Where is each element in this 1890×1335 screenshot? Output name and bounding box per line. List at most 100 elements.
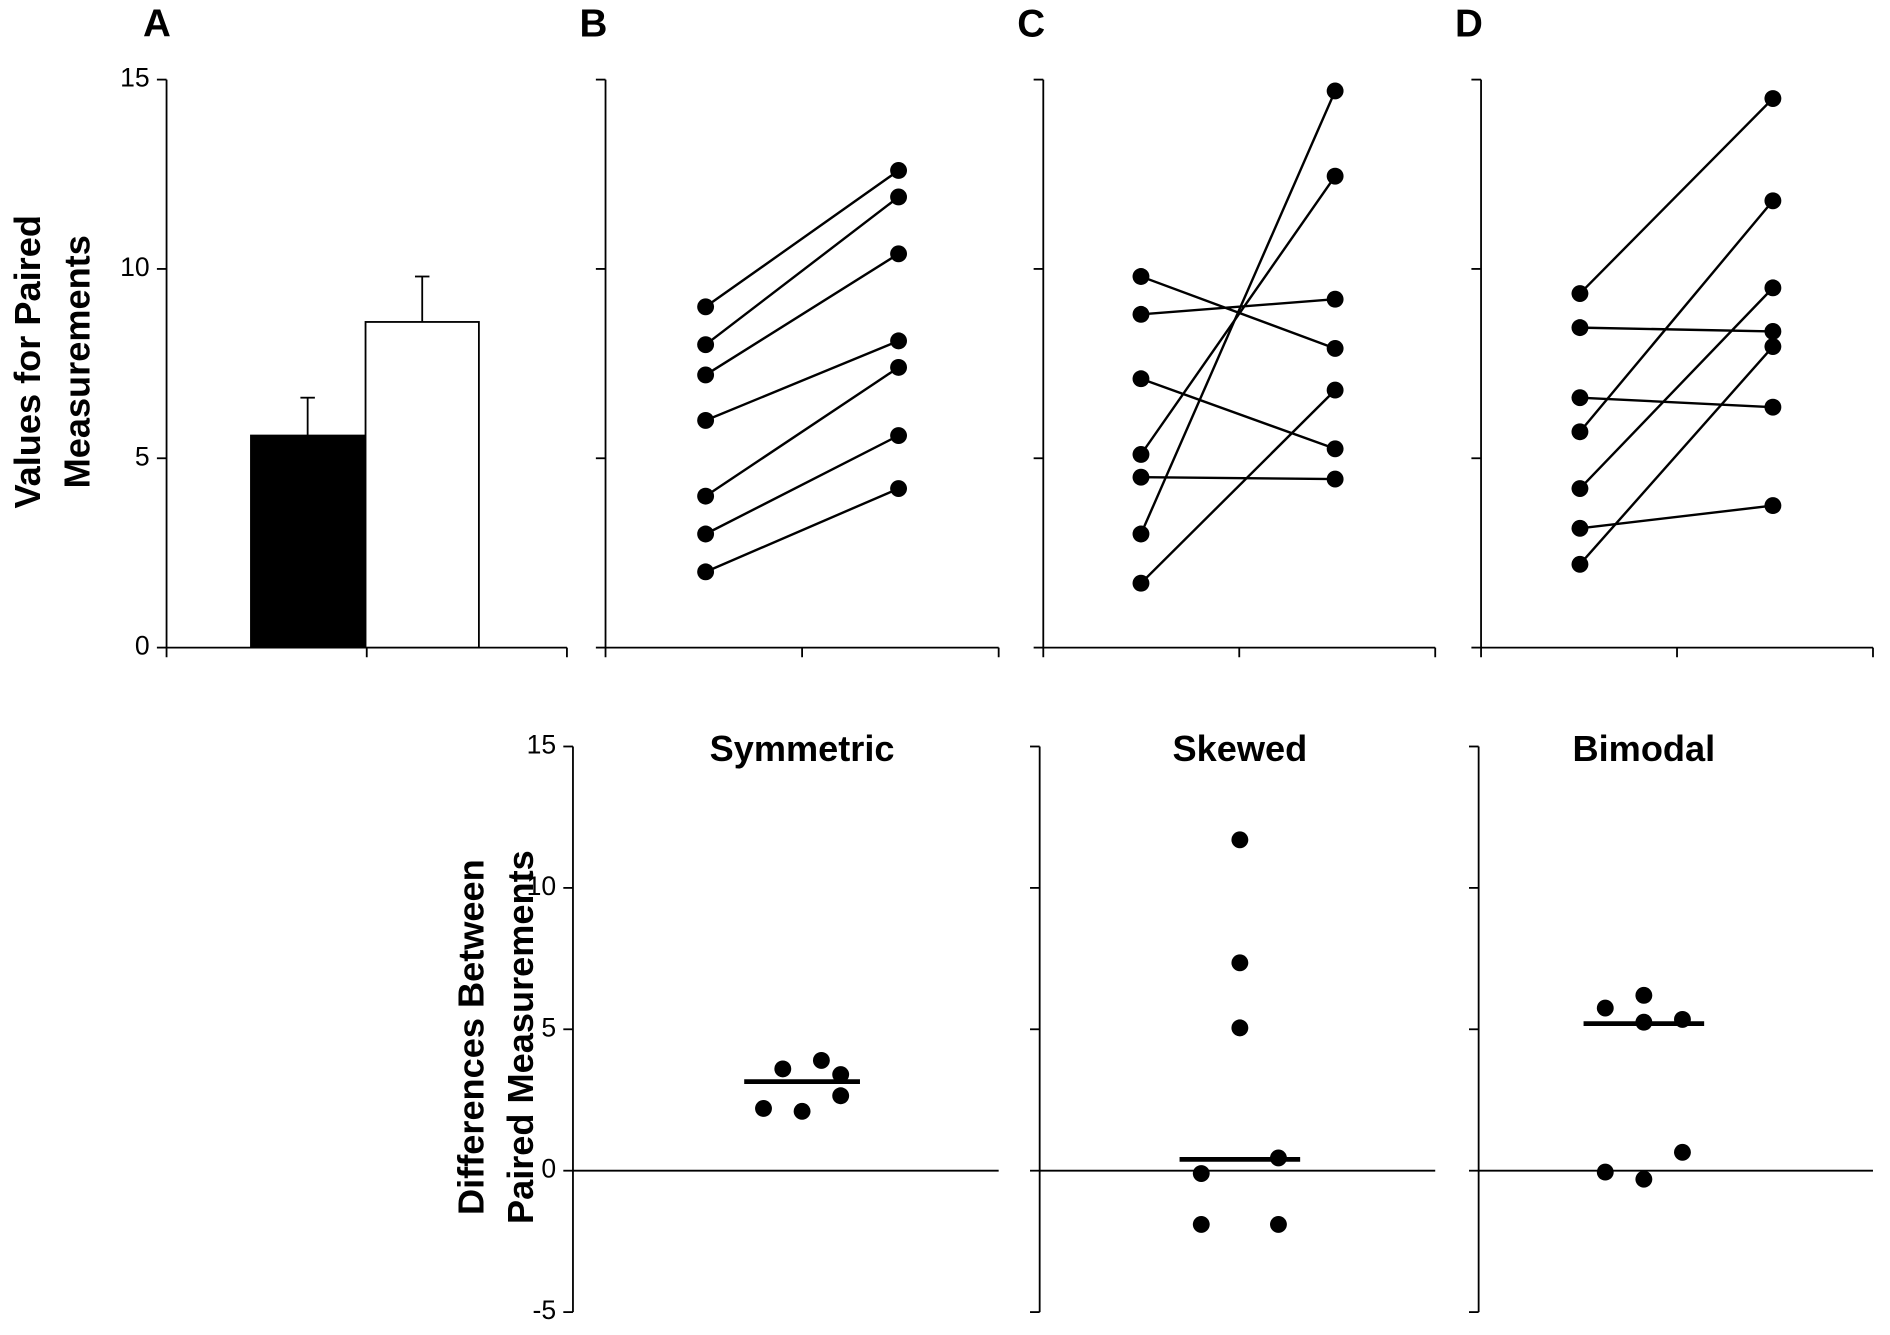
pair-line [1579,326,1773,333]
pair-line [1140,389,1336,585]
panel-title: Symmetric [710,728,895,769]
y-axis-label: Differences Between [451,859,492,1215]
pair-line [1140,298,1336,316]
panel-label: B [580,3,608,46]
point [890,162,908,179]
point [1571,319,1589,337]
point [1326,167,1344,185]
y-tick-label: 15 [527,730,557,760]
pair-line [1579,396,1773,409]
panel-label: C [1017,3,1045,46]
point [1132,525,1150,543]
bar [364,321,480,649]
point [1674,1143,1691,1161]
point [793,1102,811,1120]
point [1326,290,1344,308]
y-axis-label: Paired Measurements [500,850,541,1224]
point [774,1060,792,1078]
point [1132,305,1150,323]
panel-label: A [143,3,171,46]
point [697,366,715,384]
point [1326,82,1344,100]
pair-line [1579,287,1774,490]
point [832,1087,850,1105]
point [1635,1170,1653,1188]
point [890,188,908,206]
pair-line [705,487,900,573]
y-tick-label: 10 [120,252,149,282]
point [1764,338,1782,355]
pair-line [1579,504,1774,530]
point [1571,555,1589,573]
point [755,1100,772,1117]
panel-title: Bimodal [1573,728,1716,769]
point [1571,480,1589,498]
pair-line [1140,475,1336,481]
pair-line [1579,97,1774,295]
point [812,1051,830,1069]
point [1764,192,1782,210]
point [697,336,715,354]
point [832,1066,850,1083]
point [1326,470,1344,488]
y-tick-label: 0 [541,1154,556,1184]
point [697,563,715,581]
y-axis-label: Values for Paired [7,215,48,508]
point [890,332,908,350]
y-tick-label: -5 [532,1295,556,1325]
point [1192,1215,1210,1233]
pair-line [704,252,900,376]
bar [250,434,366,649]
point [1231,831,1249,849]
point [1571,285,1589,302]
y-tick-label: 5 [541,1012,556,1042]
point [1596,999,1614,1017]
pair-line [1579,345,1774,566]
pair-line [704,196,900,346]
y-tick-label: 5 [135,441,150,471]
point [1132,370,1150,388]
point [697,411,715,429]
point [697,525,715,543]
point [1192,1165,1210,1182]
point [1764,90,1782,107]
point [1764,279,1782,297]
y-tick-label: 15 [120,63,149,93]
pair-line [1140,377,1336,450]
point [890,358,908,376]
point [697,487,715,505]
point [697,298,715,316]
pair-line [704,169,900,308]
point [1764,322,1782,340]
panel-label: D [1455,3,1483,46]
point [1764,398,1782,416]
point [890,245,908,263]
point [890,480,908,498]
y-axis-label: Measurements [56,235,97,488]
point [1326,381,1344,399]
pair-line [704,366,900,498]
pair-line [1579,199,1774,433]
point [1231,1019,1249,1037]
point [1270,1215,1287,1233]
point [1571,423,1589,441]
point [1231,954,1249,972]
y-tick-label: 10 [527,871,557,901]
point [1132,468,1150,486]
point [1132,268,1150,285]
point [1764,497,1782,515]
y-tick-label: 0 [135,631,150,661]
panel-title: Skewed [1173,728,1308,769]
point [1326,440,1344,458]
pair-line [1139,90,1337,535]
point [890,427,908,444]
point [1132,574,1150,592]
point [1132,446,1150,463]
point [1571,519,1589,537]
point [1596,1163,1614,1181]
point [1326,340,1344,357]
point [1571,389,1589,407]
pair-line [705,434,900,536]
point [1635,986,1653,1004]
